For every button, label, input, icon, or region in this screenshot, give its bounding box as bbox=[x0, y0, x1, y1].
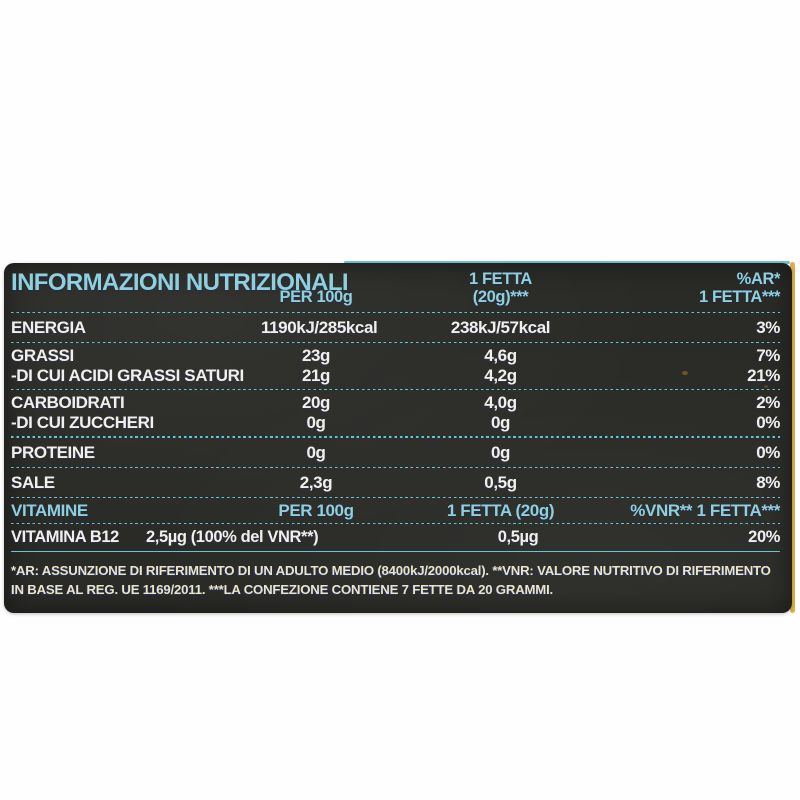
table-row-group: GRASSI 23g 4,6g 7% -DI CUI ACIDI GRASSI … bbox=[11, 345, 780, 387]
row-label: -DI CUI ACIDI GRASSI SATURI bbox=[11, 366, 244, 386]
row-label: VITAMINA B12 bbox=[11, 527, 119, 546]
table-row: SALE 2,3g 0,5g 8% bbox=[11, 470, 780, 495]
dotted-divider bbox=[11, 436, 780, 438]
row-value-fetta: 4,6g bbox=[484, 346, 517, 366]
dotted-divider bbox=[11, 312, 780, 314]
dotted-divider bbox=[11, 389, 780, 391]
row-value-ar: 0% bbox=[756, 442, 780, 462]
footnote-text: *AR: ASSUNZIONE DI RIFERIMENTO DI UN ADU… bbox=[11, 563, 771, 597]
dotted-divider bbox=[11, 466, 780, 468]
table-row-group: CARBOIDRATI 20g 4,0g 2% -DI CUI ZUCCHERI… bbox=[11, 392, 780, 434]
vitamins-header-fetta: 1 FETTA (20g) bbox=[446, 500, 555, 520]
dotted-divider bbox=[11, 342, 780, 344]
package-edge-teal bbox=[344, 261, 790, 264]
row-value-ar: 0% bbox=[756, 413, 780, 433]
photo-speck bbox=[764, 385, 768, 388]
table-header: INFORMAZIONI NUTRIZIONALI 1 FETTA %AR* P… bbox=[11, 269, 781, 307]
row-value-per100: 23g bbox=[301, 346, 331, 366]
table-row: GRASSI 23g 4,6g 7% bbox=[11, 346, 780, 366]
row-value-fetta: 0,5µg bbox=[497, 527, 539, 546]
table-row: ENERGIA 1190kJ/285kcal 238kJ/57kcal 3% bbox=[11, 315, 780, 340]
row-value-ar: 20% bbox=[748, 527, 780, 546]
row-label: GRASSI bbox=[11, 346, 74, 366]
row-label: -DI CUI ZUCCHERI bbox=[11, 413, 154, 433]
row-label: ENERGIA bbox=[11, 318, 86, 338]
row-label: CARBOIDRATI bbox=[11, 393, 125, 413]
page-title: INFORMAZIONI NUTRIZIONALI bbox=[11, 269, 349, 296]
row-value-fetta: 0g bbox=[490, 413, 511, 433]
column-header-ar-line2: 1 FETTA*** bbox=[699, 288, 780, 306]
row-value-per100: 0g bbox=[306, 413, 326, 433]
column-header-per100: PER 100g bbox=[279, 288, 353, 306]
row-label: SALE bbox=[11, 472, 55, 492]
table-row: CARBOIDRATI 20g 4,0g 2% bbox=[11, 393, 780, 413]
row-value-ar: 3% bbox=[756, 318, 780, 338]
row-value-per100: 1190kJ/285kcal bbox=[261, 318, 378, 338]
nutrition-panel: INFORMAZIONI NUTRIZIONALI 1 FETTA %AR* P… bbox=[4, 263, 792, 613]
table-row: -DI CUI ACIDI GRASSI SATURI 21g 4,2g 21% bbox=[11, 366, 780, 386]
photo-speck bbox=[682, 371, 688, 375]
row-value-fetta: 0g bbox=[490, 442, 511, 462]
row-value-per100: 21g bbox=[301, 366, 331, 386]
column-header-fetta-line1: 1 FETTA bbox=[469, 270, 532, 288]
table-row: -DI CUI ZUCCHERI 0g 0g 0% bbox=[11, 413, 780, 433]
row-value-per100: 20g bbox=[301, 393, 331, 413]
dotted-divider bbox=[11, 522, 780, 524]
vitamins-header-row: VITAMINE PER 100g 1 FETTA (20g) %VNR** 1… bbox=[11, 500, 780, 521]
row-value-ar: 2% bbox=[756, 393, 780, 413]
row-value-per100: 2,5µg (100% del VNR**) bbox=[146, 527, 319, 546]
vitamins-header-label: VITAMINE bbox=[11, 500, 88, 520]
row-value-ar: 7% bbox=[756, 346, 780, 366]
row-label: PROTEINE bbox=[11, 442, 95, 462]
solid-divider bbox=[11, 550, 780, 552]
column-header-ar-line1: %AR* bbox=[736, 270, 781, 288]
row-value-fetta: 4,2g bbox=[484, 366, 517, 386]
row-value-fetta: 238kJ/57kcal bbox=[450, 318, 551, 338]
dotted-divider bbox=[11, 496, 780, 498]
vitamin-b12-row: VITAMINA B12 2,5µg (100% del VNR**) 0,5µ… bbox=[11, 526, 780, 548]
column-header-fetta-line2: (20g)*** bbox=[472, 288, 529, 306]
nutrition-label: INFORMAZIONI NUTRIZIONALI 1 FETTA %AR* P… bbox=[4, 261, 795, 613]
row-value-ar: 8% bbox=[756, 472, 780, 492]
package-edge-yellow bbox=[790, 262, 795, 613]
row-value-per100: 0g bbox=[306, 442, 326, 462]
row-value-fetta: 0,5g bbox=[484, 472, 517, 492]
vitamins-header-ar: %VNR** 1 FETTA*** bbox=[630, 500, 780, 520]
row-value-ar: 21% bbox=[747, 366, 780, 386]
table-row: PROTEINE 0g 0g 0% bbox=[11, 440, 780, 465]
vitamins-header-per100: PER 100g bbox=[278, 500, 354, 520]
row-value-per100: 2,3g bbox=[299, 472, 333, 492]
row-value-fetta: 4,0g bbox=[484, 393, 517, 413]
